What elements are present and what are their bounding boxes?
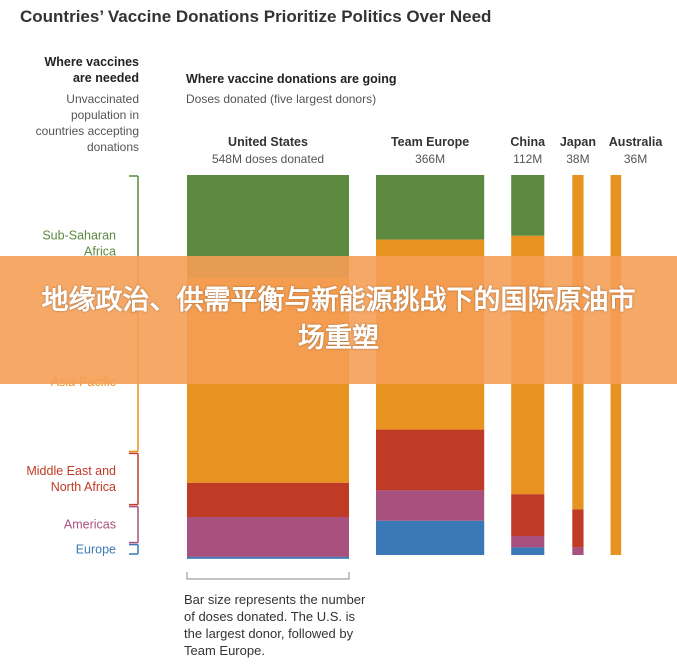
region-label-line: Sub-Saharan: [42, 228, 116, 242]
donor-total-label: 548M doses donated: [212, 152, 324, 166]
need-header-sub-line: countries accepting: [36, 124, 139, 138]
need-header: Where vaccines are needed Unvaccinated popu…: [36, 55, 139, 154]
region-label-line: Americas: [64, 518, 116, 532]
region-label-line: Africa: [84, 244, 116, 258]
bar-segment-team-europe-sub-saharan-africa: [376, 175, 485, 240]
donor-total-label: 366M: [415, 152, 445, 166]
bar-segment-team-europe-middle-east-and-north-africa: [376, 429, 485, 491]
bar-segment-united-states-middle-east-and-north-africa: [187, 482, 349, 517]
donor-name-label: Team Europe: [391, 135, 469, 149]
bar-segment-team-europe-europe: [376, 520, 485, 555]
donor-name-label: Japan: [560, 135, 596, 149]
bar-segment-china-sub-saharan-africa: [511, 175, 545, 236]
bar-size-note-line: of doses donated. The U.S. is: [184, 609, 356, 624]
donor-name-label: Australia: [609, 135, 664, 149]
region-label-line: North Africa: [51, 480, 116, 494]
bar-segment-team-europe-americas: [376, 490, 485, 521]
need-header-sub-line: population in: [71, 108, 139, 122]
bar-size-note-line: the largest donor, followed by: [184, 626, 354, 641]
bar-segment-japan-americas: [572, 547, 584, 555]
bar-segment-united-states-europe: [187, 556, 349, 559]
bar-size-note: Bar size represents the number of doses d…: [184, 592, 366, 658]
banner-text: 地缘政治、供需平衡与新能源挑战下的国际原油市场重塑: [41, 285, 636, 354]
region-label-line: Middle East and: [26, 464, 116, 478]
bar-segment-china-americas: [511, 536, 545, 548]
donor-name-label: China: [510, 135, 546, 149]
donor-total-label: 38M: [566, 152, 589, 166]
donor-total-label: 36M: [624, 152, 647, 166]
bar-segment-china-middle-east-and-north-africa: [511, 494, 545, 536]
bar-segment-japan-middle-east-and-north-africa: [572, 509, 584, 548]
donor-name-label: United States: [228, 135, 308, 149]
need-header-sub-line: Unvaccinated: [66, 92, 139, 106]
donor-total-label: 112M: [513, 152, 542, 166]
bar-segment-united-states-americas: [187, 517, 349, 557]
bar-size-note-line: Team Europe.: [184, 643, 265, 658]
bar-size-note-line: Bar size represents the number: [184, 592, 366, 607]
need-header-sub-line: donations: [87, 140, 139, 154]
us-width-bracket: [186, 572, 350, 580]
donations-header-title: Where vaccine donations are going: [186, 72, 396, 86]
overlay-banner: 地缘政治、供需平衡与新能源挑战下的国际原油市场重塑: [0, 256, 677, 384]
chart-title: Countries’ Vaccine Donations Prioritize …: [20, 7, 491, 26]
need-header-title-line: are needed: [73, 71, 139, 85]
region-label-line: Europe: [76, 542, 116, 556]
donor-headers: United States 548M doses donated Team Euro…: [212, 135, 663, 166]
bar-segment-china-europe: [511, 547, 545, 555]
need-header-title-line: Where vaccines: [45, 55, 140, 69]
donations-header-subtitle: Doses donated (five largest donors): [186, 92, 376, 106]
